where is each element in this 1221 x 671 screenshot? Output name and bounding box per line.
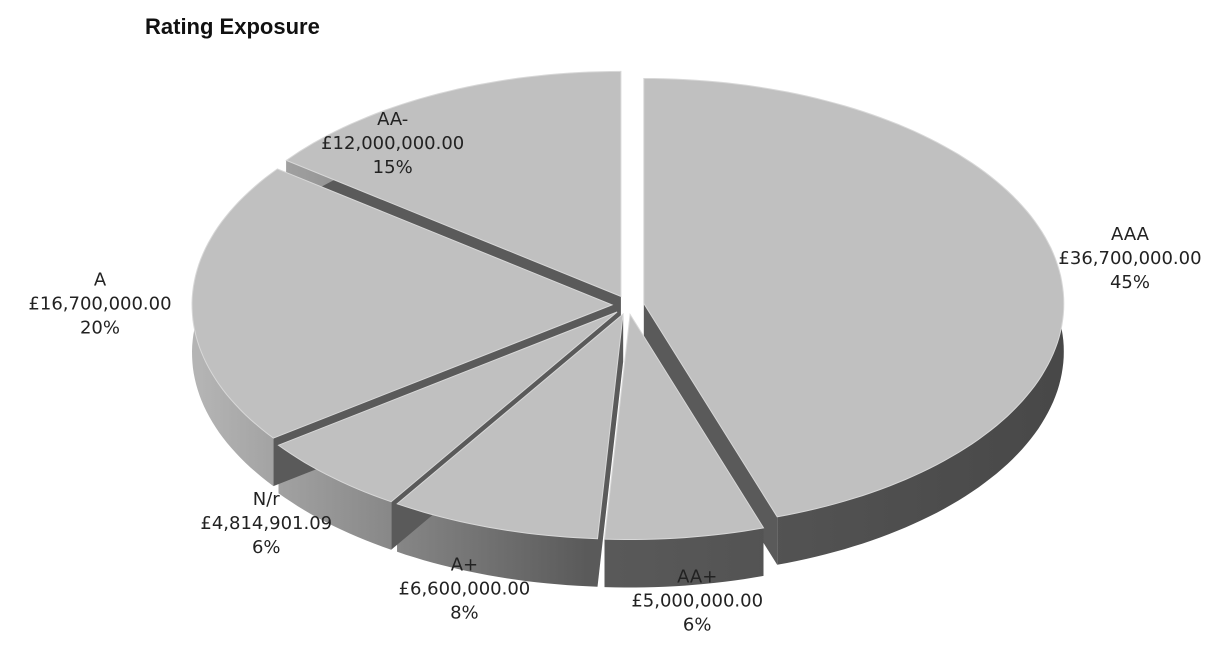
data-label-name: A: [94, 270, 107, 291]
slice: [643, 78, 1065, 518]
data-label-value: £16,700,000.00: [28, 294, 171, 315]
data-label-percent: 20%: [80, 318, 120, 339]
slice: [285, 70, 622, 298]
slice: [396, 312, 624, 540]
data-label-name: AA-: [377, 109, 408, 130]
data-label-percent: 15%: [373, 157, 413, 178]
data-label-value: £6,600,000.00: [399, 578, 531, 599]
slice-wall: [604, 527, 764, 588]
data-label-value: £5,000,000.00: [631, 590, 763, 611]
data-label-value: £12,000,000.00: [321, 133, 464, 154]
data-label-name: AAA: [1111, 224, 1150, 245]
data-label-name: A+: [451, 554, 478, 575]
data-label-value: £36,700,000.00: [1058, 248, 1201, 269]
slice: [191, 168, 614, 439]
slice: [603, 313, 765, 540]
slice-wall: [397, 503, 598, 587]
slice-side: [597, 314, 624, 587]
data-label-name: N/r: [253, 489, 281, 510]
data-label-name: AA+: [677, 566, 717, 587]
data-label-value: £4,814,901.09: [200, 513, 332, 534]
slice: [277, 311, 618, 503]
chart-title: Rating Exposure: [145, 14, 320, 39]
data-label-percent: 8%: [450, 602, 479, 623]
data-label-percent: 6%: [252, 537, 281, 558]
data-label-percent: 6%: [683, 614, 712, 635]
data-label-percent: 45%: [1110, 272, 1150, 293]
